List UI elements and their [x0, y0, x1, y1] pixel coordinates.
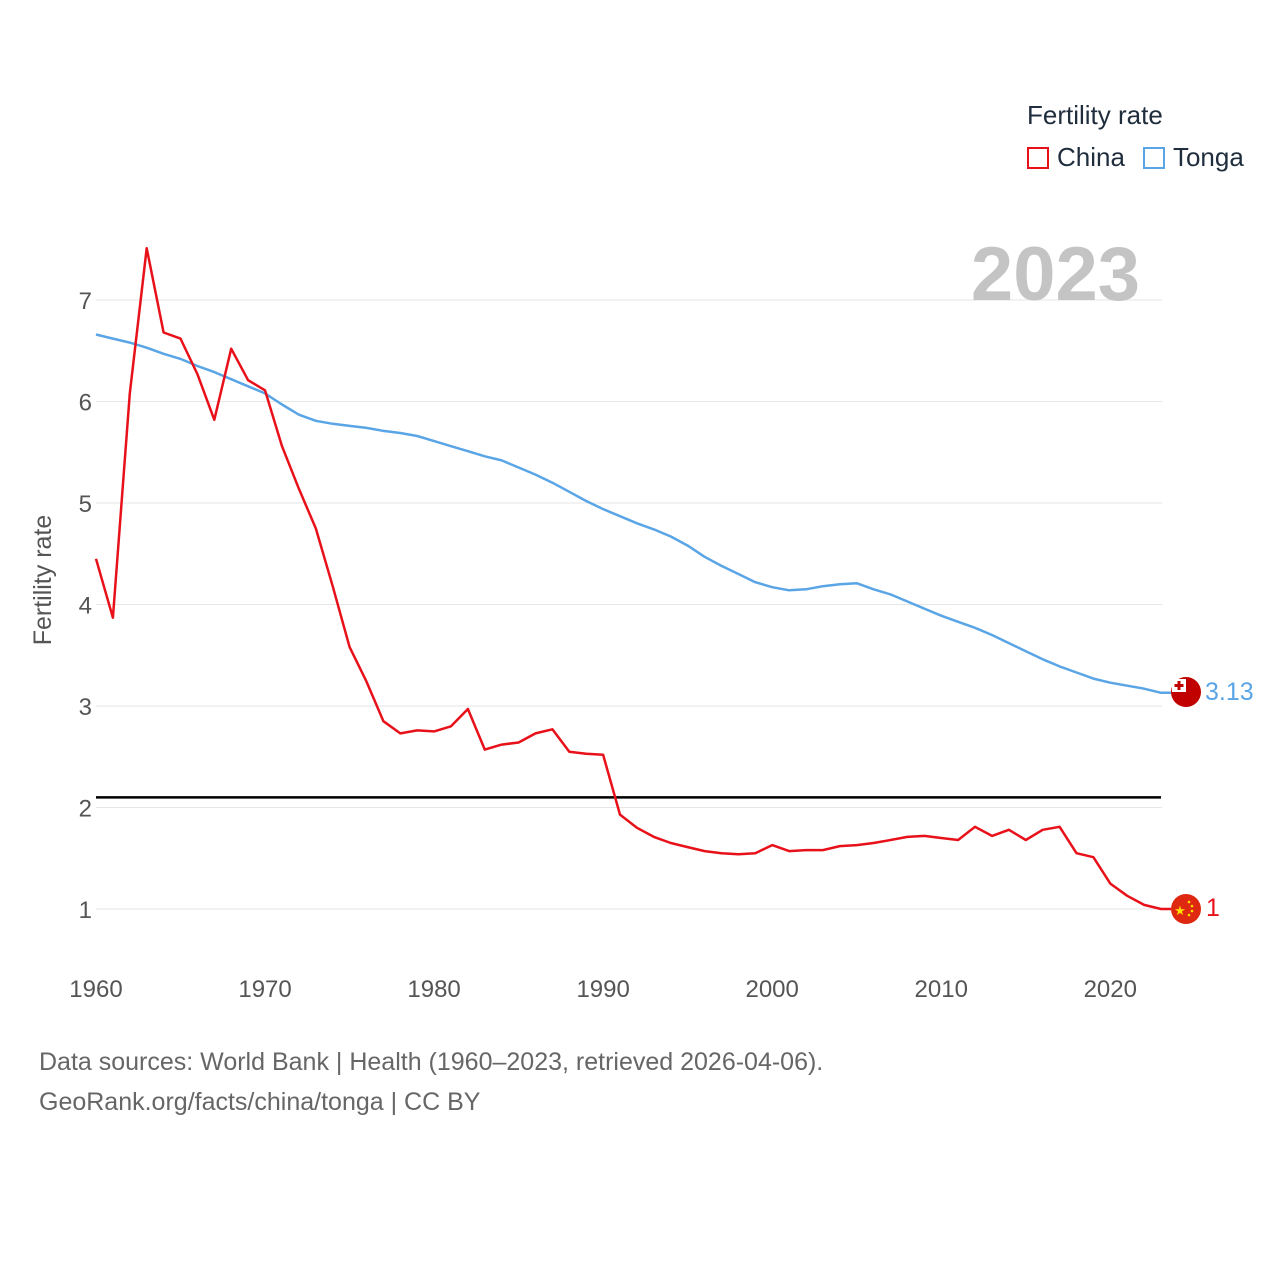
china-end-value: 1 [1206, 894, 1220, 922]
y-tick-label: 1 [79, 897, 92, 924]
x-tick-label: 1970 [238, 976, 291, 1003]
series-line-tonga[interactable] [95, 333, 1171, 695]
year-label: 2023 [971, 232, 1140, 317]
y-axis-ticks: 1 2 3 4 5 6 7 [79, 288, 92, 924]
x-tick-label: 2020 [1084, 976, 1137, 1003]
china-flag-icon: ★ [1171, 894, 1201, 924]
legend-title: Fertility rate [1027, 100, 1163, 130]
data-source-text: Data sources: World Bank | Health (1960–… [39, 1048, 824, 1076]
y-tick-label: 5 [79, 491, 92, 518]
x-tick-label: 1990 [576, 976, 629, 1003]
legend-item-china[interactable]: China [1027, 142, 1125, 173]
y-tick-label: 4 [79, 593, 92, 620]
fertility-line-chart: 1 2 3 4 5 6 7 1960 1970 1980 1990 2000 2010 2020 202… [29, 232, 1254, 1003]
legend-item-tonga[interactable]: Tonga [1142, 142, 1244, 173]
svg-text:★: ★ [1174, 904, 1186, 919]
series-line-china[interactable] [94, 246, 1171, 911]
legend-swatch-tonga [1142, 146, 1165, 169]
legend-label-tonga: Tonga [1172, 142, 1244, 172]
x-axis-ticks: 1960 1970 1980 1990 2000 2010 2020 [69, 976, 1137, 1003]
tonga-flag-icon [1171, 677, 1201, 707]
footer: Data sources: World Bank | Health (1960–… [39, 1042, 823, 1122]
y-tick-label: 6 [79, 390, 92, 417]
y-tick-label: 3 [79, 694, 92, 721]
series-lines [94, 246, 1171, 911]
legend-label-china: China [1057, 142, 1125, 172]
legend: China Tonga [1027, 142, 1262, 173]
y-tick-label: 7 [79, 288, 92, 315]
x-tick-label: 2010 [915, 976, 968, 1003]
x-tick-label: 1980 [407, 976, 460, 1003]
tonga-end-value: 3.13 [1205, 678, 1254, 706]
x-tick-label: 1960 [69, 976, 122, 1003]
legend-swatch-china [1027, 146, 1049, 169]
attribution-link[interactable]: GeoRank.org/facts/china/tonga | CC BY [39, 1088, 481, 1116]
x-tick-label: 2000 [745, 976, 798, 1003]
y-tick-label: 2 [79, 796, 92, 823]
gridlines [96, 299, 1162, 910]
y-axis-label: Fertility rate [29, 515, 57, 646]
